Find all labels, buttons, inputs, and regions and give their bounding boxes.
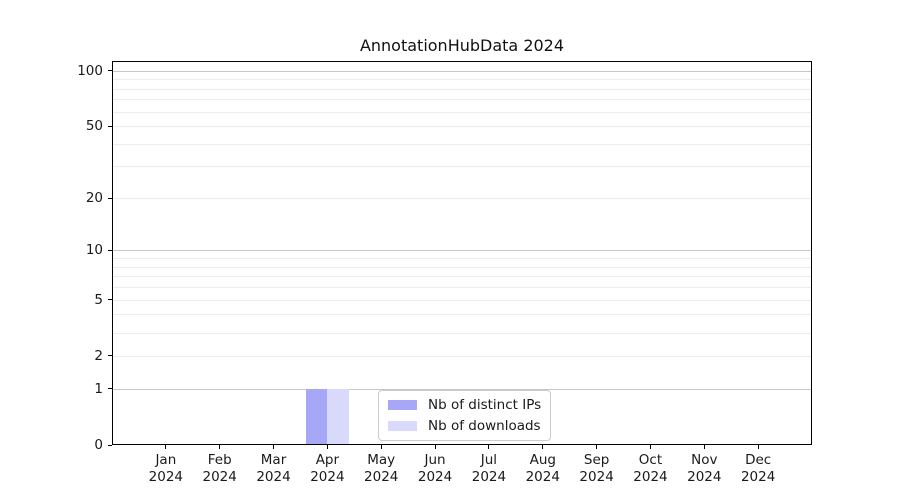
y-gridline-minor [113, 111, 811, 113]
y-tick-label: 20 [85, 190, 103, 207]
legend-label: Nb of downloads [428, 418, 541, 434]
y-gridline-minor [113, 266, 811, 268]
x-tick-month: Oct [638, 452, 663, 468]
bar-nb-of-downloads [327, 388, 349, 444]
x-tick-month: Aug [529, 452, 556, 468]
y-gridline-minor [113, 88, 811, 90]
legend-swatch [388, 421, 417, 431]
x-tick-label-jan: Jan 2024 [126, 452, 206, 485]
x-tick-month: Jul [480, 452, 498, 468]
x-tick-month: May [367, 452, 396, 468]
y-gridline-minor [113, 258, 811, 260]
y-gridline-major [113, 388, 811, 390]
x-tick-label-feb: Feb 2024 [180, 452, 260, 485]
legend-swatch [388, 400, 417, 410]
y-gridline-minor [113, 355, 811, 357]
x-tick-mark [542, 445, 544, 449]
x-tick-mark [219, 445, 221, 449]
x-tick-label-apr: Apr 2024 [287, 452, 367, 485]
y-tick-label: 2 [94, 347, 103, 364]
legend-entry: Nb of downloads [388, 418, 541, 434]
x-tick-year: 2024 [740, 468, 776, 485]
x-tick-label-aug: Aug 2024 [503, 452, 583, 485]
y-tick-mark [108, 197, 112, 199]
x-tick-label-mar: Mar 2024 [234, 452, 314, 485]
x-tick-mark [273, 445, 275, 449]
legend: Nb of distinct IPs Nb of downloads [378, 390, 552, 441]
y-gridline-minor [113, 287, 811, 289]
x-tick-mark [596, 445, 598, 449]
y-gridline-minor [113, 299, 811, 301]
y-tick-mark [108, 299, 112, 301]
y-gridline-minor [113, 332, 811, 334]
x-tick-year: 2024 [579, 468, 614, 485]
x-tick-year: 2024 [256, 468, 291, 485]
x-tick-label-jun: Jun 2024 [395, 452, 475, 485]
y-gridline-minor [113, 126, 811, 128]
x-tick-label-dec: Dec 2024 [718, 452, 798, 485]
x-tick-month: Nov [691, 452, 718, 468]
x-tick-mark [488, 445, 490, 449]
x-tick-mark [165, 445, 167, 449]
x-tick-label-may: May 2024 [341, 452, 421, 485]
x-tick-year: 2024 [310, 468, 345, 485]
y-gridline-minor [113, 276, 811, 278]
bar-nb-of-distinct-ips [305, 388, 328, 444]
y-tick-mark [108, 125, 112, 127]
x-tick-label-sep: Sep 2024 [557, 452, 637, 485]
y-tick-label: 50 [85, 118, 103, 135]
x-tick-mark [757, 445, 759, 449]
x-tick-year: 2024 [525, 468, 560, 485]
y-gridline-major [113, 70, 811, 72]
x-tick-month: Jun [424, 452, 446, 468]
x-tick-month: Dec [745, 452, 772, 468]
plot-area [112, 61, 812, 445]
y-tick-label: 100 [77, 62, 103, 79]
y-gridline-minor [113, 99, 811, 101]
y-tick-mark [108, 444, 112, 446]
legend-label: Nb of distinct IPs [428, 397, 542, 413]
x-tick-label-nov: Nov 2024 [664, 452, 744, 485]
x-tick-month: Sep [583, 452, 610, 468]
y-tick-label: 5 [94, 291, 103, 308]
x-tick-month: Mar [260, 452, 287, 468]
x-tick-year: 2024 [471, 468, 507, 485]
x-tick-year: 2024 [417, 468, 453, 485]
x-tick-mark [326, 445, 328, 449]
x-tick-month: Feb [207, 452, 232, 468]
x-tick-month: Apr [315, 452, 340, 468]
x-tick-year: 2024 [202, 468, 237, 485]
x-tick-year: 2024 [687, 468, 722, 485]
legend-entry: Nb of distinct IPs [388, 397, 541, 413]
y-gridline-minor [113, 198, 811, 200]
y-tick-label: 10 [85, 242, 103, 259]
y-tick-label: 0 [94, 437, 103, 453]
x-tick-mark [703, 445, 705, 449]
y-gridline-minor [113, 314, 811, 316]
y-tick-label: 1 [94, 380, 103, 397]
x-tick-mark [649, 445, 651, 449]
y-tick-mark [108, 355, 112, 357]
y-tick-mark [108, 249, 112, 251]
x-tick-year: 2024 [633, 468, 668, 485]
y-tick-mark [108, 70, 112, 72]
y-gridline-major [113, 250, 811, 252]
x-tick-month: Jan [155, 452, 177, 468]
y-gridline-minor [113, 166, 811, 168]
y-tick-mark [108, 388, 112, 390]
y-gridline-minor [113, 143, 811, 145]
x-tick-mark [380, 445, 382, 449]
x-tick-label-jul: Jul 2024 [449, 452, 529, 485]
chart-title: AnnotationHubData 2024 [359, 36, 565, 55]
x-tick-mark [434, 445, 436, 449]
y-gridline-minor [113, 79, 811, 81]
x-tick-year: 2024 [148, 468, 184, 485]
x-tick-label-oct: Oct 2024 [610, 452, 690, 485]
x-tick-year: 2024 [364, 468, 399, 485]
